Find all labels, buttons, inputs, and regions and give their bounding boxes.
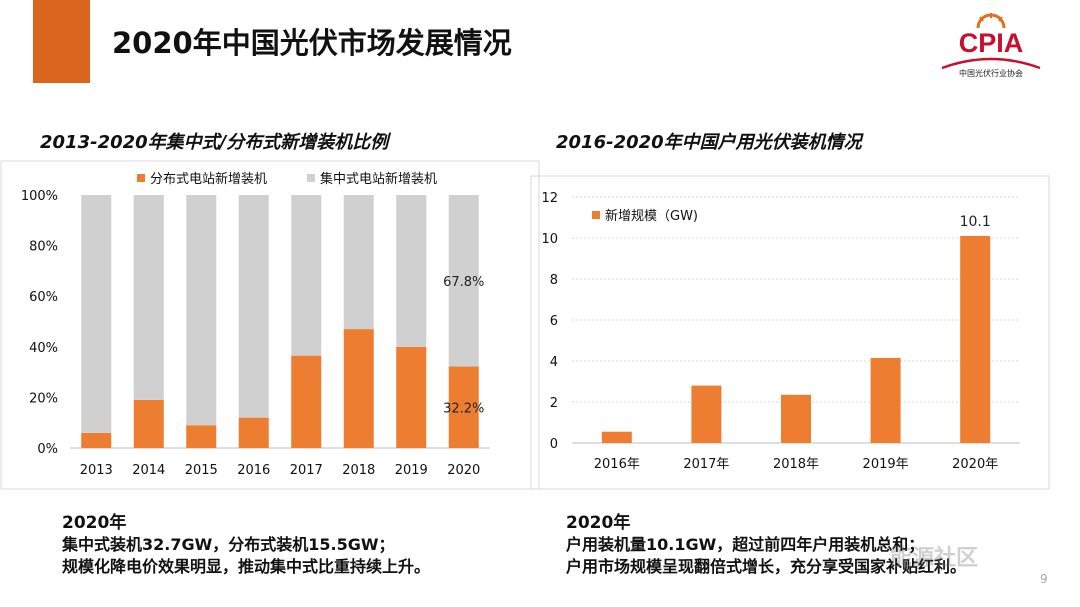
bar-distributed xyxy=(238,417,269,448)
bar-centralized xyxy=(343,195,374,330)
bar-distributed xyxy=(186,425,217,448)
y-tick-label: 6 xyxy=(550,314,558,329)
y-tick-label: 12 xyxy=(541,191,558,206)
right-notes-line1: 户用装机量10.1GW，超过前四年户用装机总和； xyxy=(566,535,925,554)
y-tick-label: 40% xyxy=(29,341,58,356)
stacked-bar-chart: 0% 20% 40% 60% 80% 100% 2013 2014 2015 2016 2017 20… xyxy=(0,160,540,490)
y-tick-label: 0 xyxy=(550,437,558,452)
data-label: 10.1 xyxy=(960,214,991,230)
slide-title: 2020年中国光伏市场发展情况 xyxy=(112,26,512,60)
x-tick-label: 2016年 xyxy=(594,457,640,472)
legend-label: 分布式电站新增装机 xyxy=(150,171,267,187)
bar-residential xyxy=(870,357,901,443)
bar-distributed xyxy=(343,329,374,448)
x-tick-label: 2018 xyxy=(342,463,375,478)
y-tick-label: 0% xyxy=(37,442,58,457)
x-tick-label: 2020年 xyxy=(952,457,998,472)
x-tick-label: 2018年 xyxy=(773,457,819,472)
legend-swatch xyxy=(137,174,145,182)
bar-residential xyxy=(960,235,991,443)
bar-centralized xyxy=(81,195,112,433)
x-tick-label: 2014 xyxy=(132,463,165,478)
left-chart-title: 2013-2020年集中式/分布式新增装机比例 xyxy=(40,132,389,153)
chart-border xyxy=(530,175,1050,490)
right-chart-title: 2016-2020年中国户用光伏装机情况 xyxy=(556,132,862,153)
y-tick-label: 80% xyxy=(29,240,58,255)
logo-subtext: 中国光伏行业协会 xyxy=(959,68,1023,78)
sun-icon xyxy=(976,13,1006,29)
legend-swatch xyxy=(307,174,315,182)
left-notes-line2: 规模化降电价效果明显，推动集中式比重持续上升。 xyxy=(62,557,431,576)
bar-centralized xyxy=(448,195,479,367)
bar-distributed xyxy=(133,399,164,448)
bar-distributed xyxy=(81,432,112,448)
logo-text: CPIA xyxy=(959,28,1024,58)
right-notes: 2020年 户用装机量10.1GW，超过前四年户用装机总和； 户用市场规模呈现翻… xyxy=(566,512,966,578)
bar-residential xyxy=(601,431,632,443)
right-notes-line2: 户用市场规模呈现翻倍式增长，充分享受国家补贴红利。 xyxy=(566,557,967,576)
data-label: 32.2% xyxy=(443,401,484,416)
x-tick-label: 2016 xyxy=(237,463,270,478)
cpia-logo: CPIA 中国光伏行业协会 xyxy=(936,12,1046,88)
legend-label: 新增规模（GW) xyxy=(605,208,698,224)
left-notes-line1: 集中式装机32.7GW，分布式装机15.5GW； xyxy=(62,535,395,554)
legend-swatch xyxy=(592,211,600,219)
bar-centralized xyxy=(396,195,427,347)
y-tick-label: 8 xyxy=(550,273,558,288)
x-tick-label: 2020 xyxy=(447,463,480,478)
x-tick-label: 2015 xyxy=(185,463,218,478)
y-tick-label: 20% xyxy=(29,391,58,406)
y-tick-label: 4 xyxy=(550,355,558,370)
title-accent-block xyxy=(33,0,90,83)
y-tick-label: 2 xyxy=(550,396,558,411)
left-notes-year: 2020年 xyxy=(62,513,127,533)
x-tick-label: 2019年 xyxy=(863,457,909,472)
x-tick-label: 2017年 xyxy=(683,457,729,472)
residential-bar-chart: 0 2 4 6 8 10 12 2016年 2017年 2018年 2019年 2020年 10.1 新增… xyxy=(530,175,1050,490)
data-label: 67.8% xyxy=(443,275,484,290)
y-tick-label: 100% xyxy=(21,189,58,204)
bar-centralized xyxy=(133,195,164,400)
bar-centralized xyxy=(186,195,217,426)
x-tick-label: 2017 xyxy=(290,463,323,478)
chart-border xyxy=(0,160,540,490)
bar-distributed xyxy=(448,366,479,448)
bar-residential xyxy=(781,394,811,443)
y-tick-label: 10 xyxy=(541,232,558,247)
right-notes-year: 2020年 xyxy=(566,513,631,533)
bar-centralized xyxy=(238,195,269,418)
y-tick-label: 60% xyxy=(29,290,58,305)
bar-centralized xyxy=(291,195,322,356)
x-tick-label: 2019 xyxy=(395,463,428,478)
legend-label: 集中式电站新增装机 xyxy=(320,171,437,187)
x-tick-label: 2013 xyxy=(80,463,113,478)
bar-residential xyxy=(691,385,722,443)
bar-distributed xyxy=(396,346,427,448)
watermark: 能源社区 xyxy=(890,546,979,571)
page-number: 9 xyxy=(1040,572,1048,586)
bar-distributed xyxy=(291,355,322,448)
left-notes: 2020年 集中式装机32.7GW，分布式装机15.5GW； 规模化降电价效果明… xyxy=(62,512,430,578)
